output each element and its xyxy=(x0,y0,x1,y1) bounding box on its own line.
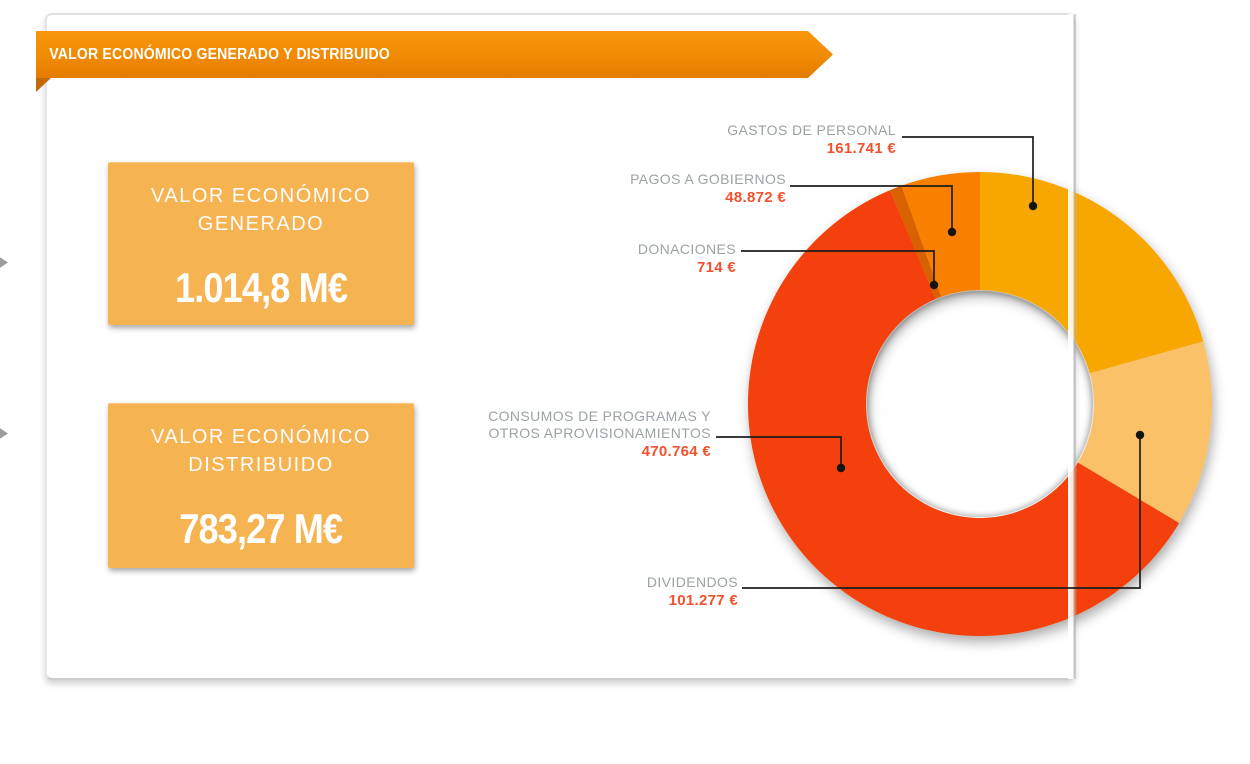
leader-dot-segment-0 xyxy=(1028,201,1038,211)
donut-segment-3 xyxy=(890,185,942,299)
callout-value: 101.277 € xyxy=(668,592,738,609)
callout-consumos-de-programas: CONSUMOS DE PROGRAMAS Y OTROS APROVISION… xyxy=(488,408,711,460)
leader-dot-segment-4 xyxy=(947,227,957,237)
card-right-edge-overlay xyxy=(1068,14,1077,679)
generated-title-line2: GENERADO xyxy=(197,213,325,235)
leader-line-segment-2 xyxy=(716,436,842,466)
leader-line-segment-0 xyxy=(902,136,1034,204)
leader-line-segment-3 xyxy=(741,250,935,283)
section-banner-title: VALOR ECONÓMICO GENERADO Y DISTRIBUIDO xyxy=(49,45,390,63)
chevron-right-icon xyxy=(0,427,8,440)
callout-gastos-de-personal: GASTOS DE PERSONAL 161.741 € xyxy=(727,122,896,157)
callout-label: CONSUMOS DE PROGRAMAS Y xyxy=(488,408,711,424)
generated-value-title: VALOR ECONÓMICO GENERADO xyxy=(108,182,414,238)
callout-label: DONACIONES xyxy=(637,241,736,257)
callout-pagos-a-gobiernos: PAGOS A GOBIERNOS 48.872 € xyxy=(630,171,786,206)
distributed-value-title: VALOR ECONÓMICO DISTRIBUIDO xyxy=(108,423,414,479)
leader-line-segment-4 xyxy=(790,185,953,230)
callout-value: 714 € xyxy=(696,259,736,276)
donut-segment-1 xyxy=(1077,341,1212,524)
callout-label: PAGOS A GOBIERNOS xyxy=(630,171,786,187)
distributed-value-amount: 783,27 M€ xyxy=(179,505,344,552)
section-banner: VALOR ECONÓMICO GENERADO Y DISTRIBUIDO xyxy=(36,31,833,78)
generated-value-amount: 1.014,8 M€ xyxy=(174,264,348,311)
leader-dot-segment-1 xyxy=(1135,430,1145,440)
donut-segment-4 xyxy=(901,172,980,297)
callout-dividendos: DIVIDENDOS 101.277 € xyxy=(647,574,738,609)
distributed-title-line1: VALOR ECONÓMICO xyxy=(151,426,371,448)
callout-value: 470.764 € xyxy=(641,443,711,460)
callout-value: 161.741 € xyxy=(826,140,896,157)
distributed-value-box: VALOR ECONÓMICO DISTRIBUIDO 783,27 M€ xyxy=(108,403,414,568)
donut-segments xyxy=(748,172,1212,636)
callout-value: 48.872 € xyxy=(725,189,786,206)
callout-label: OTROS APROVISIONAMIENTOS xyxy=(488,425,711,441)
distributed-title-line2: DISTRIBUIDO xyxy=(188,454,334,476)
callout-donaciones: DONACIONES 714 € xyxy=(638,241,736,276)
chevron-right-icon xyxy=(0,256,8,269)
callout-leader-lines xyxy=(716,136,1145,589)
callout-label: DIVIDENDOS xyxy=(646,574,738,590)
generated-title-line1: VALOR ECONÓMICO xyxy=(151,185,371,207)
leader-dot-segment-3 xyxy=(929,280,939,290)
callout-label: GASTOS DE PERSONAL xyxy=(727,122,896,138)
generated-value-box: VALOR ECONÓMICO GENERADO 1.014,8 M€ xyxy=(108,162,414,325)
leader-line-segment-1 xyxy=(742,438,1141,589)
donut-segment-0 xyxy=(980,172,1204,374)
leader-dot-segment-2 xyxy=(836,463,846,473)
